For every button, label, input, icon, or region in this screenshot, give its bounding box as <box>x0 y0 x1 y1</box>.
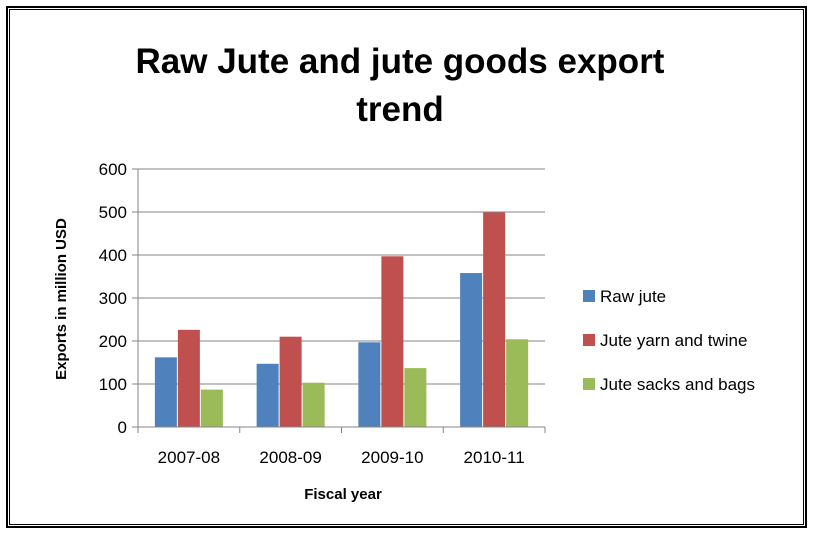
bars <box>154 212 529 427</box>
y-tick-label: 400 <box>99 246 127 265</box>
legend-swatch <box>583 290 595 302</box>
bar-2-1 <box>177 329 200 427</box>
x-tick-label: 2008-09 <box>259 448 321 467</box>
y-tick-label: 200 <box>99 332 127 351</box>
bar-3-1 <box>200 389 223 427</box>
legend-label: Raw jute <box>600 287 666 306</box>
bar-2-4 <box>483 212 506 427</box>
tick-labels: 0 100 200 300 400 500 600 2007-08 2008-09 2009-10… <box>99 160 525 467</box>
y-tick-label: 100 <box>99 375 127 394</box>
bar-1-4 <box>460 273 483 427</box>
chart-title: Raw Jute and jute goods export trend <box>135 42 665 129</box>
legend: Raw jute Jute yarn and twine Jute sacks an… <box>583 287 755 394</box>
legend-swatch <box>583 378 595 390</box>
chart-outer-border <box>6 6 807 528</box>
chart-inner-border <box>9 9 804 525</box>
bar-1-3 <box>358 342 381 427</box>
legend-label: Jute sacks and bags <box>600 375 755 394</box>
y-tick-label: 0 <box>118 418 127 437</box>
y-axis-title: Exports in million USD <box>53 218 70 380</box>
bar-2-3 <box>381 256 404 427</box>
x-axis-title: Fiscal year <box>304 486 382 503</box>
bar-3-4 <box>506 339 529 427</box>
axes <box>132 168 546 433</box>
y-tick-label: 600 <box>99 160 127 179</box>
legend-swatch <box>583 334 595 346</box>
x-tick-label: 2007-08 <box>158 448 220 467</box>
bar-3-3 <box>404 368 427 427</box>
bar-1-2 <box>256 363 279 427</box>
y-tick-label: 500 <box>99 203 127 222</box>
x-tick-label: 2010-11 <box>464 448 525 467</box>
x-tick-label: 2009-10 <box>361 448 423 467</box>
legend-label: Jute yarn and twine <box>600 331 747 350</box>
y-tick-label: 300 <box>99 289 127 308</box>
bar-1-1 <box>154 357 177 427</box>
bar-2-2 <box>279 336 302 427</box>
bar-3-2 <box>302 382 325 427</box>
